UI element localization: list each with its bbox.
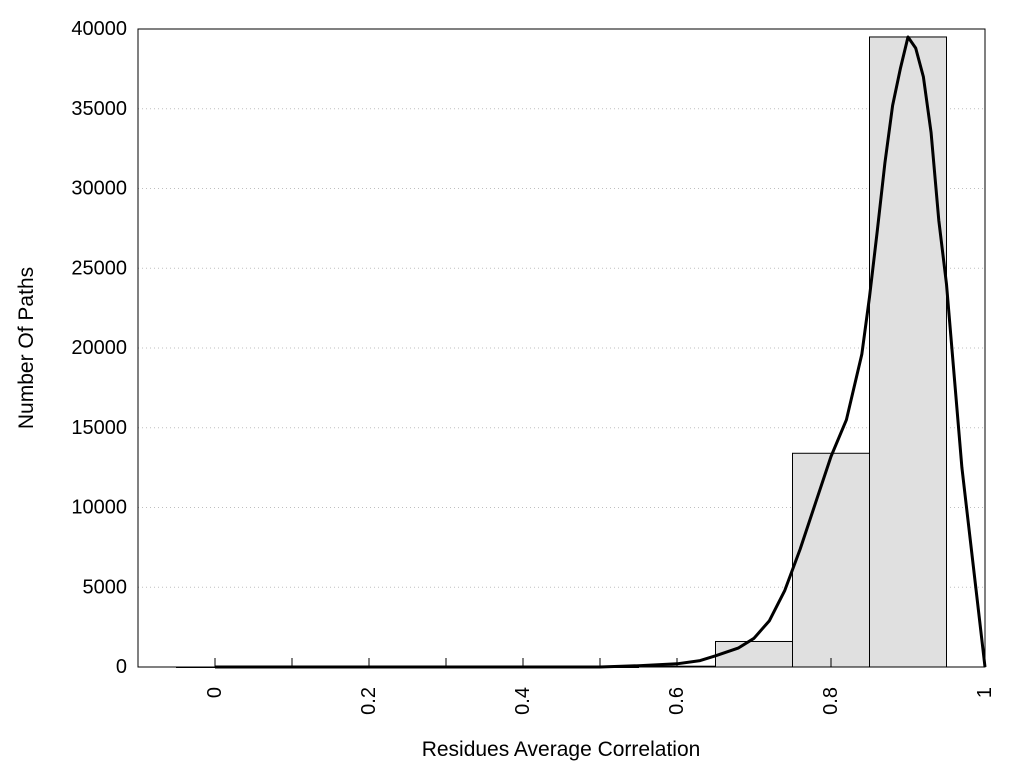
- x-tick-label: 0.4: [512, 687, 534, 715]
- x-tick-label: 0: [204, 687, 226, 698]
- y-tick-label: 20000: [71, 337, 127, 359]
- histogram-bar: [869, 36, 947, 668]
- fit-curve: [215, 35, 987, 669]
- y-tick-label: 5000: [83, 576, 128, 598]
- plot-frame: [137, 28, 986, 668]
- y-tick-label: 40000: [71, 18, 127, 40]
- y-tick-label: 15000: [71, 417, 127, 439]
- x-tick-label: 0.6: [666, 687, 688, 715]
- y-tick-label: 30000: [71, 178, 127, 200]
- x-tick-label: 0.2: [358, 687, 380, 715]
- fit-curve-layer: [215, 35, 987, 669]
- histogram-bar: [792, 452, 870, 668]
- y-tick-label: 25000: [71, 257, 127, 279]
- y-axis-ticks: 0 5000 10000 15000 20000 25000 30000 35000 40000: [71, 18, 127, 678]
- histogram-bar: [715, 640, 793, 668]
- x-tick-label: 0.8: [820, 687, 842, 715]
- y-tick-label: 35000: [71, 98, 127, 120]
- histogram-bars: [176, 36, 947, 668]
- x-tick-label: 1: [974, 687, 996, 698]
- y-tick-label: 0: [116, 656, 127, 678]
- y-axis-label: Number Of Paths: [15, 267, 38, 429]
- x-axis-label: Residues Average Correlation: [422, 738, 701, 761]
- y-tick-label: 10000: [71, 497, 127, 519]
- x-axis-ticks: 0 0.2 0.4 0.6 0.8 1: [204, 658, 996, 715]
